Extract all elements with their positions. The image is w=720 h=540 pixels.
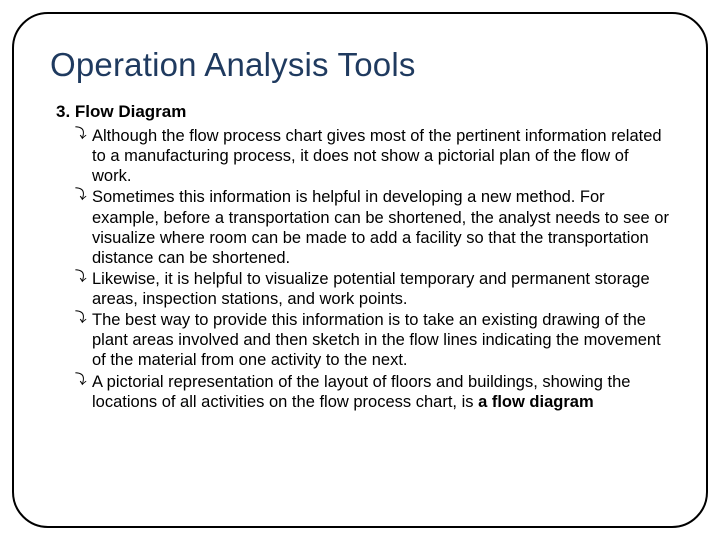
list-item: ⤵ Sometimes this information is helpful … [72,187,670,268]
slide-container: Operation Analysis Tools 3. Flow Diagram… [0,0,720,540]
bullet-icon: ⤵ [72,374,86,388]
list-item: ⤵ Although the flow process chart gives … [72,126,670,186]
bullet-icon: ⤵ [72,189,86,203]
bullet-text-bold: a flow diagram [478,393,594,411]
slide-title: Operation Analysis Tools [50,46,670,84]
bullet-text: Although the flow process chart gives mo… [92,127,662,185]
bullet-icon: ⤵ [72,312,86,326]
slide-subheading: 3. Flow Diagram [56,102,670,122]
bullet-icon: ⤵ [72,128,86,142]
list-item: ⤵ Likewise, it is helpful to visualize p… [72,269,670,309]
bullet-icon: ⤵ [72,271,86,285]
slide-frame: Operation Analysis Tools 3. Flow Diagram… [12,12,708,528]
bullet-text: The best way to provide this information… [92,311,661,369]
bullet-text: Sometimes this information is helpful in… [92,188,669,266]
list-item: ⤵ The best way to provide this informati… [72,310,670,370]
bullet-text: Likewise, it is helpful to visualize pot… [92,270,650,308]
bullet-list: ⤵ Although the flow process chart gives … [72,126,670,412]
list-item: ⤵ A pictorial representation of the layo… [72,372,670,412]
